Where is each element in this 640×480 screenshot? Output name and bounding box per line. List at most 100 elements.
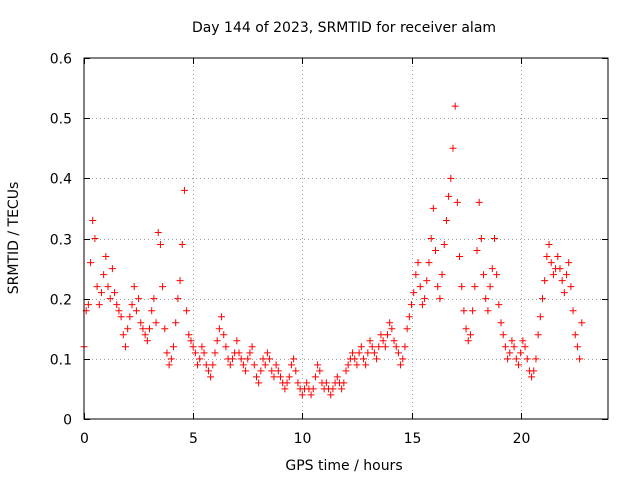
data-point bbox=[528, 373, 536, 381]
data-point bbox=[578, 319, 586, 327]
y-tick-labels: 0 0.1 0.2 0.3 0.4 0.5 0.6 bbox=[50, 52, 72, 429]
data-point bbox=[233, 337, 241, 345]
data-point bbox=[170, 343, 178, 351]
data-point bbox=[565, 259, 573, 267]
data-point bbox=[333, 373, 341, 381]
data-point bbox=[270, 373, 278, 381]
data-point bbox=[239, 361, 247, 369]
data-point bbox=[148, 307, 156, 315]
data-point bbox=[534, 331, 542, 339]
data-point bbox=[292, 367, 300, 375]
data-point bbox=[462, 325, 470, 333]
data-point bbox=[246, 349, 254, 357]
data-point bbox=[558, 277, 566, 285]
data-point bbox=[386, 319, 394, 327]
data-point bbox=[567, 283, 575, 291]
data-point bbox=[366, 337, 374, 345]
y-tick-label: 0 bbox=[63, 413, 72, 429]
data-point bbox=[349, 349, 357, 357]
data-point bbox=[466, 331, 474, 339]
data-point bbox=[536, 313, 544, 321]
data-point bbox=[554, 253, 562, 261]
data-point bbox=[159, 283, 167, 291]
data-point bbox=[449, 144, 457, 152]
data-point bbox=[316, 367, 324, 375]
data-point bbox=[207, 373, 215, 381]
data-point bbox=[244, 355, 252, 363]
data-point bbox=[248, 343, 256, 351]
data-point bbox=[257, 367, 265, 375]
data-point bbox=[106, 295, 114, 303]
data-point bbox=[375, 343, 383, 351]
data-point bbox=[453, 198, 461, 206]
data-point bbox=[364, 349, 372, 357]
data-point bbox=[191, 349, 199, 357]
data-point bbox=[89, 216, 97, 224]
data-point bbox=[176, 277, 184, 285]
data-point bbox=[154, 228, 162, 236]
x-tick-label: 10 bbox=[294, 431, 312, 447]
data-point bbox=[150, 295, 158, 303]
data-point bbox=[303, 379, 311, 387]
data-point bbox=[211, 349, 219, 357]
data-point bbox=[344, 361, 352, 369]
data-point bbox=[471, 283, 479, 291]
data-point bbox=[117, 313, 125, 321]
data-point bbox=[287, 361, 295, 369]
y-tick-label: 0.2 bbox=[50, 293, 72, 309]
data-point bbox=[432, 247, 440, 255]
data-point bbox=[508, 337, 516, 345]
data-point bbox=[263, 349, 271, 357]
data-point bbox=[132, 307, 140, 315]
data-point bbox=[362, 361, 370, 369]
data-point bbox=[213, 337, 221, 345]
data-point bbox=[242, 367, 250, 375]
data-point bbox=[167, 355, 175, 363]
y-tick-label: 0.4 bbox=[50, 172, 72, 188]
data-point bbox=[340, 379, 348, 387]
data-point bbox=[266, 355, 274, 363]
data-point bbox=[100, 271, 108, 279]
data-point bbox=[152, 319, 160, 327]
data-point bbox=[549, 271, 557, 279]
data-point bbox=[228, 355, 236, 363]
data-point bbox=[135, 295, 143, 303]
data-point bbox=[539, 295, 546, 303]
data-point bbox=[359, 355, 367, 363]
data-point bbox=[121, 343, 129, 351]
data-point bbox=[178, 241, 186, 249]
axis-ticks bbox=[84, 58, 608, 420]
data-point bbox=[504, 355, 512, 363]
data-point bbox=[464, 337, 472, 345]
data-point bbox=[209, 361, 217, 369]
data-point bbox=[338, 385, 346, 393]
data-point bbox=[185, 331, 193, 339]
data-point bbox=[261, 361, 269, 369]
data-point bbox=[440, 241, 448, 249]
data-point bbox=[388, 325, 396, 333]
data-point bbox=[477, 235, 485, 242]
data-point bbox=[501, 343, 509, 351]
data-point bbox=[259, 355, 267, 363]
data-point bbox=[469, 307, 477, 315]
data-point bbox=[560, 289, 568, 297]
data-point bbox=[115, 307, 123, 315]
data-point bbox=[91, 235, 99, 242]
data-point bbox=[281, 385, 289, 393]
data-point bbox=[421, 295, 429, 303]
data-point bbox=[87, 259, 95, 267]
data-point bbox=[93, 283, 101, 291]
data-point bbox=[373, 355, 381, 363]
data-point bbox=[353, 361, 361, 369]
data-point bbox=[556, 265, 564, 273]
data-point bbox=[493, 271, 501, 279]
data-point bbox=[298, 391, 306, 399]
data-point bbox=[141, 331, 149, 339]
x-tick-label: 15 bbox=[404, 431, 422, 447]
data-point bbox=[187, 337, 195, 345]
data-point bbox=[473, 247, 481, 255]
data-point bbox=[272, 361, 280, 369]
y-tick-label: 0.6 bbox=[50, 52, 72, 68]
data-point bbox=[294, 379, 302, 387]
